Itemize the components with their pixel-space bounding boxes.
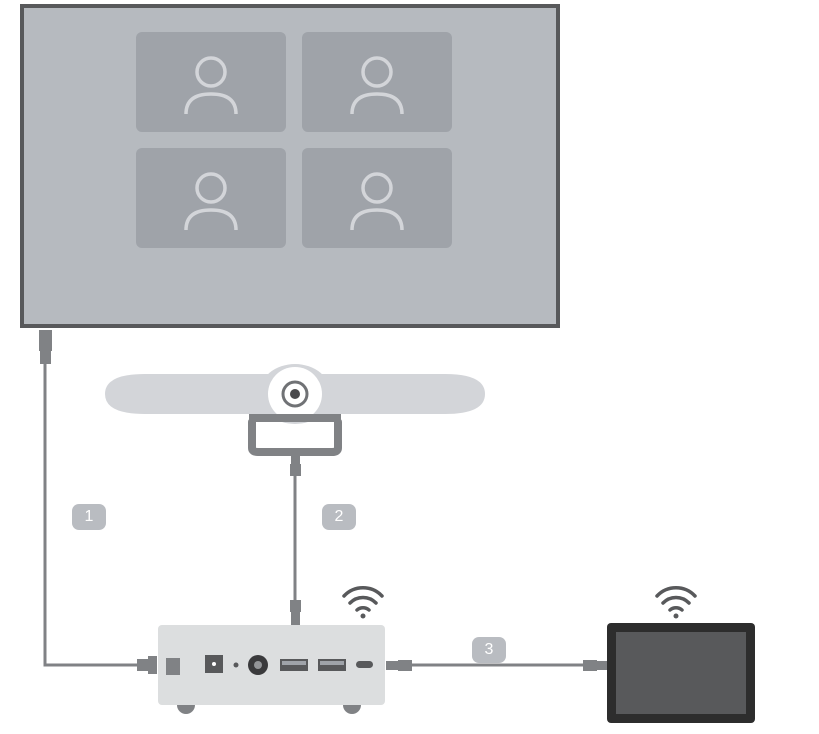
diagram-canvas: 1 2 3 xyxy=(0,0,819,734)
status-dot xyxy=(234,663,239,668)
video-tile xyxy=(136,32,286,132)
display xyxy=(22,6,558,326)
step-badge-1: 1 xyxy=(72,504,106,530)
usbc-port xyxy=(356,661,373,668)
step-label: 1 xyxy=(85,508,94,526)
step-label: 2 xyxy=(335,508,344,526)
step-label: 3 xyxy=(485,641,494,659)
video-tile xyxy=(136,148,286,248)
video-tile xyxy=(302,32,452,132)
hdmi-port xyxy=(166,658,180,675)
step-badge-2: 2 xyxy=(322,504,356,530)
tablet xyxy=(607,623,755,723)
power-port xyxy=(205,655,223,673)
wifi-icon xyxy=(344,588,382,619)
wifi-icon xyxy=(657,588,695,619)
usb-port xyxy=(318,659,346,671)
camera-bar xyxy=(105,364,485,452)
audio-jack xyxy=(248,655,268,675)
cable-camera-to-hub xyxy=(290,452,301,626)
usb-port xyxy=(280,659,308,671)
step-badge-3: 3 xyxy=(472,637,506,663)
hub-device xyxy=(158,625,385,714)
video-tile xyxy=(302,148,452,248)
wiring-diagram xyxy=(0,0,819,734)
